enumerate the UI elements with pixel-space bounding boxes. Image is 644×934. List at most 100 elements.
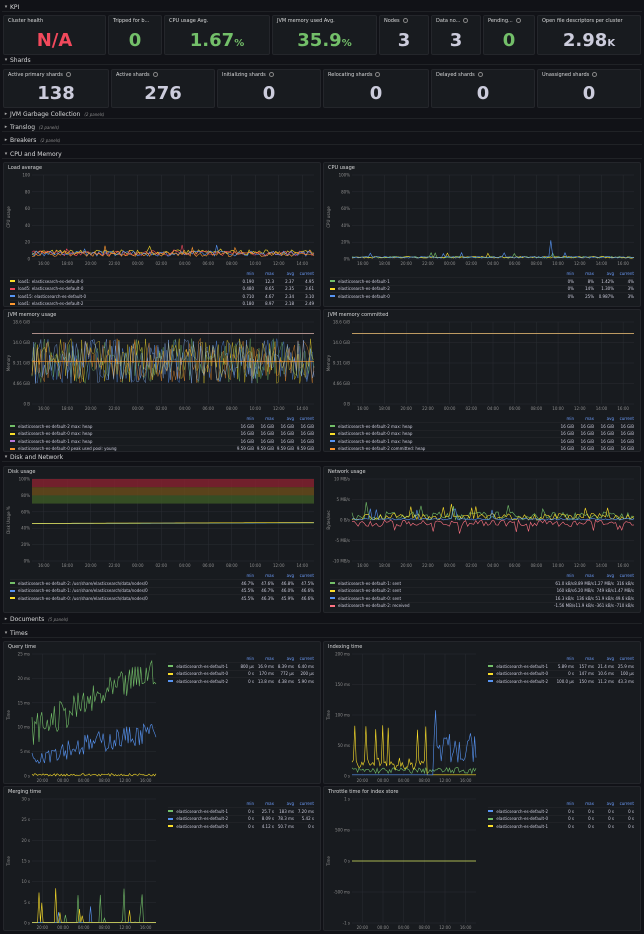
legend-column-header[interactable]: max <box>265 573 274 578</box>
stat-panel[interactable]: Pending... 0 <box>483 15 535 55</box>
legend-row[interactable]: load5: elasticsearch-es-default-0 0.480 8.… <box>10 284 314 293</box>
info-icon[interactable] <box>515 18 521 23</box>
info-icon[interactable] <box>268 72 274 77</box>
info-icon[interactable] <box>152 72 158 77</box>
legend-column-header[interactable]: current <box>619 656 634 661</box>
row-jvm-gc[interactable]: ▸ JVM Garbage Collection (2 panels) <box>2 110 642 119</box>
legend-column-header[interactable]: avg <box>286 271 294 276</box>
legend-row[interactable]: elasticsearch-es-default-2 max: heap 16 G… <box>330 422 634 430</box>
legend-row[interactable]: elasticsearch-es-default-0: /usr/share/e… <box>10 594 314 602</box>
stat-panel[interactable]: CPU usage Avg. 1.67% <box>164 15 270 55</box>
info-icon[interactable] <box>463 18 469 23</box>
legend-row[interactable]: elasticsearch-es-default-0 peak used poo… <box>10 444 314 451</box>
legend-column-header[interactable]: avg <box>606 271 614 276</box>
legend-column-header[interactable]: min <box>566 416 574 421</box>
legend-column-header[interactable]: min <box>246 656 254 661</box>
info-icon[interactable] <box>477 72 483 77</box>
legend-column-header[interactable]: avg <box>286 416 294 421</box>
panel-jvm-memory-usage[interactable]: JVM memory usage Memory 18.6 GiB 14.0 GiB 9.… <box>3 309 321 452</box>
panel-cpu-usage[interactable]: CPU usage CPU usage 100% 80% 60% 40% 20% 0% 16:0… <box>323 162 641 307</box>
stat-panel[interactable]: Data no... 3 <box>431 15 481 55</box>
row-documents[interactable]: ▸ Documents (5 panels) <box>2 615 642 624</box>
legend-column-header[interactable]: avg <box>606 573 614 578</box>
panel-throttle-time[interactable]: Throttle time for index store Time 1 s 500 … <box>323 786 641 931</box>
legend-row[interactable]: elasticsearch-es-default-0 0 s 4.12 s 50.7 … <box>168 822 314 830</box>
legend-row[interactable]: elasticsearch-es-default-2: /usr/share/e… <box>10 579 314 587</box>
panel-jvm-memory-committed[interactable]: JVM memory committed Memory 18.6 GiB 14.0 G… <box>323 309 641 452</box>
panel-indexing-time[interactable]: Indexing time Time 200 ms 150 ms 100 ms 50 ms… <box>323 641 641 784</box>
info-icon[interactable] <box>375 72 381 77</box>
row-translog[interactable]: ▸ Translog (2 panels) <box>2 123 642 132</box>
panel-query-time[interactable]: Query time Time 25 ms 20 ms 15 ms 10 ms 5 ms 0 … <box>3 641 321 784</box>
legend-column-header[interactable]: min <box>246 801 254 806</box>
legend-column-header[interactable]: max <box>585 573 594 578</box>
legend-column-header[interactable]: avg <box>606 656 614 661</box>
legend-column-header[interactable]: current <box>299 801 314 806</box>
legend-row[interactable]: elasticsearch-es-default-1: /usr/share/e… <box>10 586 314 595</box>
legend-row[interactable]: elasticsearch-es-default-2: received -1.5… <box>330 601 634 610</box>
stat-panel[interactable]: Delayed shards 0 <box>431 69 535 108</box>
row-breakers[interactable]: ▸ Breakers (2 panels) <box>2 136 642 145</box>
legend-column-header[interactable]: avg <box>286 573 294 578</box>
legend-column-header[interactable]: min <box>566 573 574 578</box>
legend-column-header[interactable]: max <box>265 656 274 661</box>
legend-row[interactable]: elasticsearch-es-default-1 0 s 25.7 s 183 m… <box>168 807 314 815</box>
legend-row[interactable]: elasticsearch-es-default-0 0 s 0 s 0 s 0 s <box>488 814 634 823</box>
legend-row[interactable]: elasticsearch-es-default-0 max: heap 16 G… <box>330 429 634 438</box>
legend-row[interactable]: elasticsearch-es-default-1 max: heap 16 G… <box>330 437 634 445</box>
legend-row[interactable]: elasticsearch-es-default-2 max: heap 16 G… <box>10 422 314 430</box>
legend-row[interactable]: elasticsearch-es-default-0 0% 25% 0.987% 3% <box>330 292 634 300</box>
legend-column-header[interactable]: min <box>566 271 574 276</box>
panel-load-average[interactable]: Load average CPU usage 100 80 60 40 20 0 16:00 18… <box>3 162 321 307</box>
legend-row[interactable]: load15: elasticsearch-es-default-0 0.710 4… <box>10 292 314 300</box>
legend-row[interactable]: elasticsearch-es-default-2 0 s 0 s 0 s 0 s <box>488 807 634 815</box>
legend-column-header[interactable]: current <box>619 416 634 421</box>
panel-disk-usage[interactable]: Disk usage Disk Usage % 100% 80% 60% 40% 20% 0%… <box>3 466 321 613</box>
row-kpi[interactable]: ▾ KPI <box>2 3 642 12</box>
legend-column-header[interactable]: current <box>619 573 634 578</box>
legend-column-header[interactable]: avg <box>286 656 294 661</box>
legend-column-header[interactable]: max <box>585 416 594 421</box>
legend-column-header[interactable]: max <box>585 271 594 276</box>
stat-panel[interactable]: Unassigned shards 0 <box>537 69 641 108</box>
panel-network-usage[interactable]: Network usage Bytes/sec 10 MB/s 5 MB/s 0 B/s… <box>323 466 641 613</box>
stat-panel[interactable]: Tripped for b... 0 <box>108 15 162 55</box>
legend-row[interactable]: elasticsearch-es-default-1 max: heap 16 G… <box>10 437 314 445</box>
legend-column-header[interactable]: current <box>299 271 314 276</box>
legend-row[interactable]: elasticsearch-es-default-2 0 s 8.09 s 78.3 … <box>168 814 314 823</box>
legend-column-header[interactable]: max <box>265 271 274 276</box>
legend-column-header[interactable]: min <box>246 271 254 276</box>
stat-panel[interactable]: Cluster health N/A <box>3 15 106 55</box>
legend-column-header[interactable]: max <box>265 416 274 421</box>
stat-panel[interactable]: Relocating shards 0 <box>323 69 429 108</box>
stat-panel[interactable]: Active shards 276 <box>111 69 215 108</box>
legend-row[interactable]: elasticsearch-es-default-2 committed: he… <box>330 444 634 451</box>
legend-row[interactable]: elasticsearch-es-default-1 0 s 0 s 0 s 0 s <box>488 822 634 830</box>
legend-column-header[interactable]: max <box>265 801 274 806</box>
legend-row[interactable]: load1: elasticsearch-es-default-2 0.180 8.… <box>10 299 314 306</box>
stat-panel[interactable]: Active primary shards 138 <box>3 69 109 108</box>
legend-row[interactable]: elasticsearch-es-default-0 0 s 147 ms 10.6 … <box>488 669 634 678</box>
row-shards[interactable]: ▾ Shards <box>2 56 642 65</box>
legend-row[interactable]: elasticsearch-es-default-2 0% 14% 1.30% 3% <box>330 284 634 293</box>
stat-panel[interactable]: JVM memory used Avg. 35.9% <box>272 15 377 55</box>
legend-column-header[interactable]: current <box>299 573 314 578</box>
legend-row[interactable]: elasticsearch-es-default-2: sent 160 kB/s… <box>330 586 634 595</box>
legend-row[interactable]: elasticsearch-es-default-1 800 µs 16.9 ms 8… <box>168 662 314 670</box>
panel-merging-time[interactable]: Merging time Time 30 s 25 s 20 s 15 s 10 s 5 s 0… <box>3 786 321 931</box>
legend-column-header[interactable]: current <box>299 416 314 421</box>
legend-column-header[interactable]: min <box>566 656 574 661</box>
legend-column-header[interactable]: min <box>246 573 254 578</box>
legend-column-header[interactable]: min <box>566 801 574 806</box>
info-icon[interactable] <box>592 72 598 77</box>
legend-row[interactable]: elasticsearch-es-default-0: sent 16.3 kB/… <box>330 594 634 602</box>
legend-column-header[interactable]: avg <box>286 801 294 806</box>
legend-row[interactable]: elasticsearch-es-default-2 100.0 µs 150 ms… <box>488 677 634 685</box>
legend-column-header[interactable]: avg <box>606 416 614 421</box>
legend-column-header[interactable]: avg <box>606 801 614 806</box>
legend-row[interactable]: elasticsearch-es-default-2 0 s 13.8 ms 4.38… <box>168 677 314 685</box>
legend-row[interactable]: load1: elasticsearch-es-default-0 0.190 12… <box>10 277 314 285</box>
legend-row[interactable]: elasticsearch-es-default-0 max: heap 16 G… <box>10 429 314 438</box>
legend-row[interactable]: elasticsearch-es-default-1 5.89 ms 157 ms 2… <box>488 662 634 670</box>
info-icon[interactable] <box>402 18 408 23</box>
